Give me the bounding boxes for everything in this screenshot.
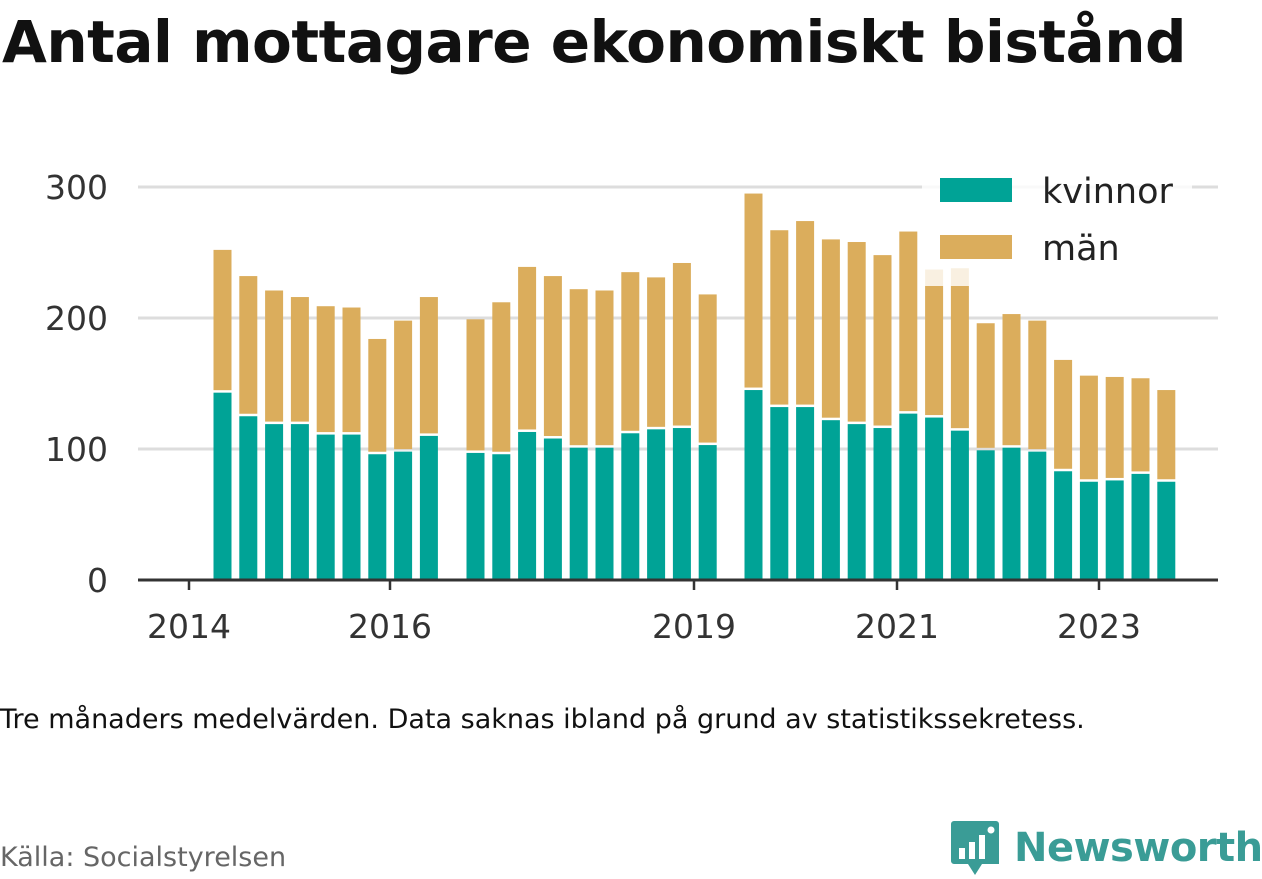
bar-man (1002, 314, 1021, 446)
legend-swatch-man (940, 235, 1012, 259)
bar-man (647, 277, 666, 427)
bar-kvinnor (621, 433, 640, 580)
bar-man (796, 221, 815, 405)
bar-man (925, 269, 944, 416)
bar-kvinnor (647, 429, 666, 580)
bar-man (342, 307, 361, 433)
bar-kvinnor (290, 424, 309, 580)
bar-man (1131, 378, 1150, 472)
bar-man (290, 297, 309, 422)
brand-name: Newsworthy (1014, 825, 1262, 871)
bar-man (873, 255, 892, 426)
bar-man (698, 294, 717, 443)
bar-kvinnor (543, 438, 562, 580)
y-tick-label: 200 (45, 299, 108, 338)
bar-kvinnor (1028, 451, 1047, 580)
bar-man (419, 297, 438, 434)
bar-man (316, 306, 335, 433)
bar-man (1105, 376, 1124, 478)
bar-kvinnor (821, 420, 840, 580)
bar-kvinnor (1079, 481, 1098, 580)
y-axis-ticks: 0 100 200 300 (45, 168, 108, 600)
bar-kvinnor (466, 452, 485, 580)
x-tick-label: 2023 (1057, 607, 1141, 646)
legend: kvinnor män (922, 168, 1192, 286)
bar-man (770, 230, 789, 405)
bar-kvinnor (873, 428, 892, 580)
x-tick-label: 2016 (348, 607, 432, 646)
x-tick-label: 2014 (147, 607, 231, 646)
bar-man (213, 249, 232, 391)
bar-man (672, 262, 691, 426)
bar-man (1079, 375, 1098, 480)
bar-kvinnor (976, 450, 995, 580)
bar-man (621, 272, 640, 431)
bar-kvinnor (265, 424, 284, 580)
legend-label-man: män (1042, 229, 1120, 269)
bar-kvinnor (925, 417, 944, 580)
bar-kvinnor (1157, 481, 1176, 580)
bar-kvinnor (899, 413, 918, 580)
bar-kvinnor (1002, 447, 1021, 580)
bar-man (518, 266, 537, 430)
newsworthy-logo-icon (951, 821, 999, 875)
bar-kvinnor (342, 434, 361, 580)
bar-kvinnor (518, 431, 537, 580)
bar-man (976, 323, 995, 448)
y-tick-label: 100 (45, 430, 108, 469)
chart-title: Antal mottagare ekonomiskt bistånd (2, 8, 1187, 76)
bar-kvinnor (213, 392, 232, 580)
bar-kvinnor (698, 445, 717, 580)
bar-man (899, 231, 918, 412)
bar-kvinnor (950, 430, 969, 580)
bar-man (543, 276, 562, 437)
bar-man (821, 239, 840, 418)
stacked-bar-chart: 0 100 200 300 2014 2016 2019 2021 2023 kvinnor … (45, 168, 1218, 646)
bar-man (950, 268, 969, 429)
bars (213, 193, 1176, 580)
bar-man (265, 290, 284, 422)
chart-note: Tre månaders medelvärden. Data saknas ib… (0, 704, 1085, 735)
x-axis: 2014 2016 2019 2021 2023 (138, 578, 1218, 646)
bar-man (239, 276, 258, 414)
bar-kvinnor (847, 424, 866, 580)
bar-kvinnor (1131, 473, 1150, 580)
bar-man (847, 242, 866, 422)
legend-label-kvinnor: kvinnor (1042, 172, 1173, 212)
bar-kvinnor (1054, 471, 1073, 580)
bar-kvinnor (595, 447, 614, 580)
bar-man (744, 193, 763, 388)
source-label: Källa: Socialstyrelsen (0, 842, 287, 873)
bar-kvinnor (744, 390, 763, 580)
y-tick-label: 0 (87, 561, 108, 600)
bar-kvinnor (770, 407, 789, 580)
newsworthy-brand: Newsworthy (950, 818, 1262, 878)
bar-man (492, 302, 511, 452)
bar-kvinnor (368, 454, 387, 580)
bar-man (466, 319, 485, 451)
bar-man (368, 338, 387, 452)
bar-kvinnor (394, 451, 413, 580)
bar-kvinnor (419, 435, 438, 580)
bar-kvinnor (796, 407, 815, 580)
bar-kvinnor (239, 416, 258, 580)
bar-kvinnor (569, 447, 588, 580)
bar-man (1028, 320, 1047, 450)
bar-man (569, 289, 588, 446)
bar-kvinnor (492, 454, 511, 580)
bar-man (595, 290, 614, 446)
bar-kvinnor (316, 434, 335, 580)
x-tick-label: 2019 (652, 607, 736, 646)
bar-kvinnor (1105, 480, 1124, 580)
y-tick-label: 300 (45, 168, 108, 207)
bar-kvinnor (672, 428, 691, 580)
x-tick-label: 2021 (855, 607, 939, 646)
bar-man (1054, 359, 1073, 469)
legend-swatch-kvinnor (940, 178, 1012, 202)
bar-man (394, 320, 413, 450)
bar-man (1157, 390, 1176, 480)
